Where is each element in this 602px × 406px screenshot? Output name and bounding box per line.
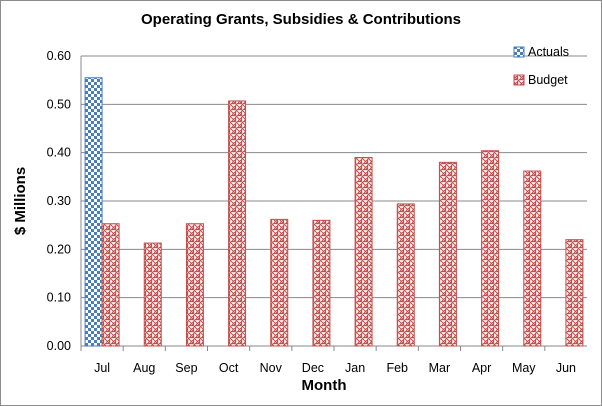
y-tick-label: 0.10 [47, 291, 71, 305]
x-tick-label: Nov [260, 361, 283, 375]
chart-title: Operating Grants, Subsidies & Contributi… [141, 11, 461, 28]
legend-swatch-budget [513, 74, 525, 86]
y-tick-label: 0.20 [47, 242, 71, 256]
bars [84, 77, 584, 347]
bar-budget-nov [270, 218, 289, 347]
bar-budget-jan [354, 157, 373, 347]
bar-budget-jul [101, 223, 120, 347]
x-tick-label: Aug [133, 361, 155, 375]
x-tick-label: Jul [94, 361, 110, 375]
y-tick-label: 0.60 [47, 49, 71, 63]
bar-budget-jun [565, 239, 584, 347]
y-tick-label: 0.50 [47, 97, 71, 111]
y-tick-label: 0.00 [47, 339, 71, 353]
y-tick-label: 0.40 [47, 146, 71, 160]
legend: Actuals Budget [513, 45, 569, 87]
bar-budget-dec [312, 219, 331, 347]
bar-budget-oct [228, 100, 247, 347]
x-tick-label: Mar [429, 361, 451, 375]
legend-label-budget: Budget [528, 73, 568, 87]
x-tick-label: May [512, 361, 536, 375]
x-tick-label: Jan [345, 361, 365, 375]
gridlines [80, 55, 587, 347]
x-tick-label: Oct [219, 361, 239, 375]
x-tick-label: Sep [175, 361, 197, 375]
y-axis-ticks: 0.00 0.10 0.20 0.30 0.40 0.50 0.60 [47, 49, 71, 353]
bar-actuals-jul [84, 77, 103, 347]
legend-swatch-actuals [513, 46, 525, 58]
y-tick-label: 0.30 [47, 194, 71, 208]
bar-budget-apr [481, 150, 500, 347]
x-tick-label: Apr [472, 361, 491, 375]
y-axis-title: $ Millions [12, 167, 29, 235]
bar-budget-sep [185, 223, 204, 347]
bar-budget-may [523, 170, 542, 347]
x-tick-label: Feb [386, 361, 408, 375]
bar-budget-feb [396, 203, 415, 347]
bar-budget-aug [143, 242, 162, 347]
x-tick-label: Dec [302, 361, 324, 375]
x-axis-ticks: Jul Aug Sep Oct Nov Dec Jan Feb Mar Apr May Jun [80, 346, 576, 375]
legend-label-actuals: Actuals [528, 45, 569, 59]
x-axis-title: Month [302, 377, 347, 394]
x-tick-label: Jun [556, 361, 576, 375]
bar-budget-mar [438, 161, 457, 347]
